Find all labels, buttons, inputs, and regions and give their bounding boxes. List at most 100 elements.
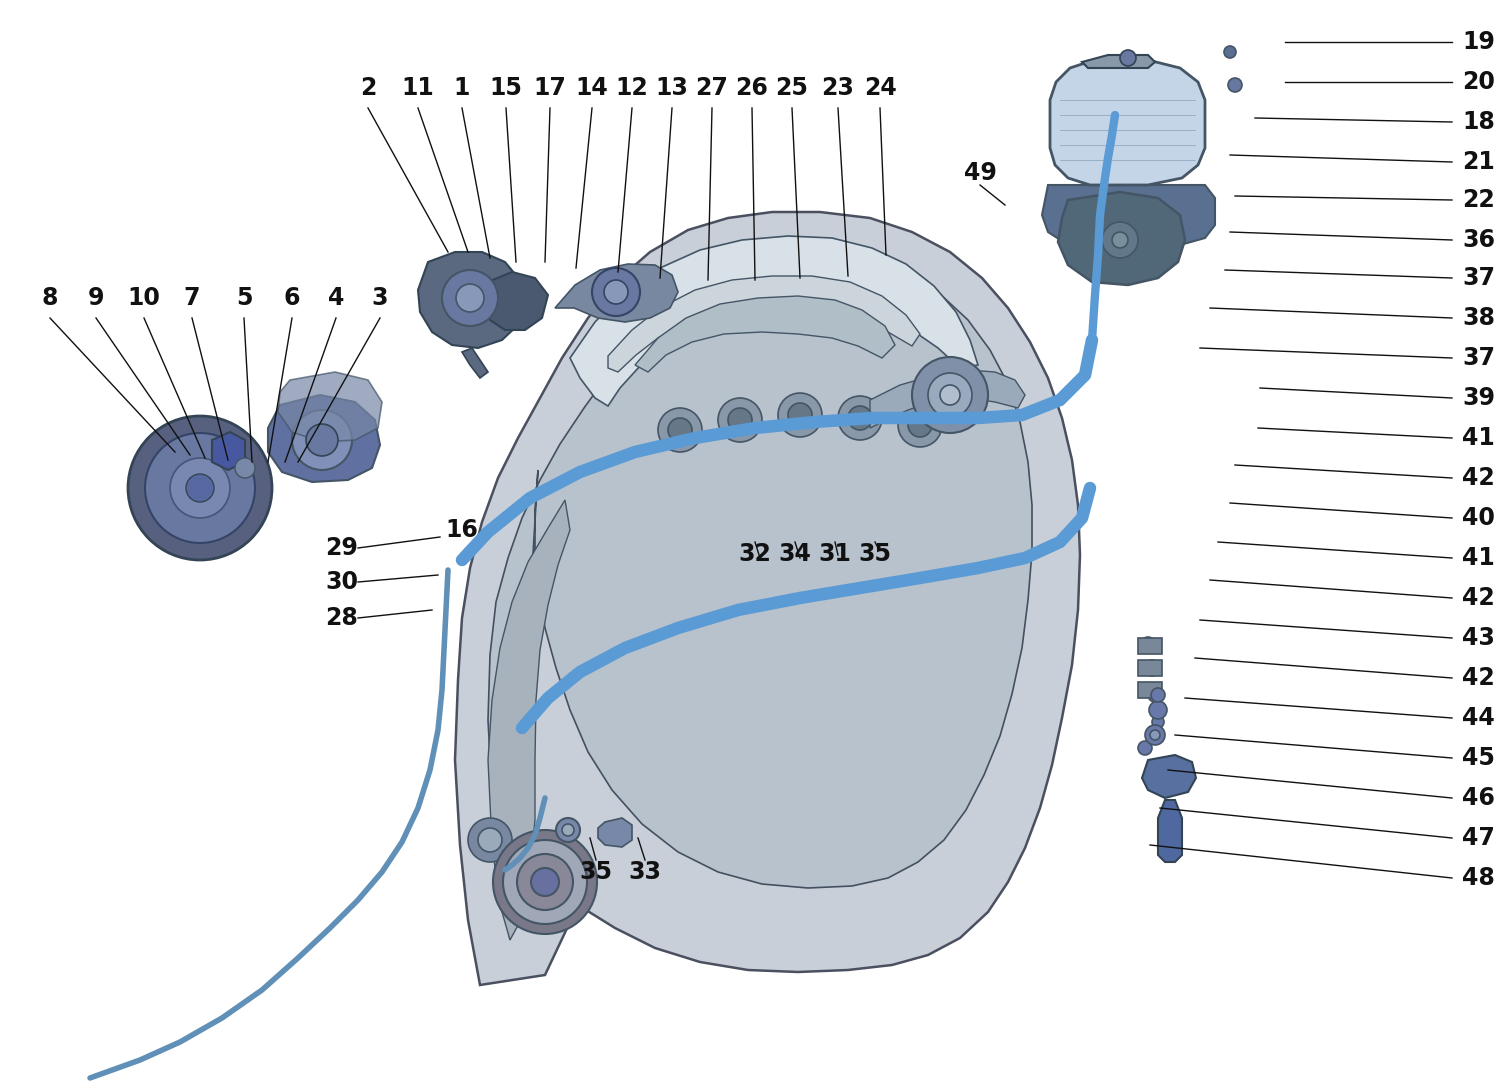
Circle shape bbox=[728, 408, 752, 432]
Circle shape bbox=[518, 854, 573, 910]
Text: 10: 10 bbox=[128, 286, 160, 310]
Polygon shape bbox=[634, 296, 896, 372]
Text: 36: 36 bbox=[1462, 228, 1496, 252]
Circle shape bbox=[912, 357, 989, 433]
Polygon shape bbox=[268, 395, 380, 482]
Circle shape bbox=[146, 433, 255, 543]
Text: 24: 24 bbox=[864, 76, 897, 100]
Text: 31: 31 bbox=[819, 542, 852, 566]
Polygon shape bbox=[1138, 660, 1162, 676]
Text: 7: 7 bbox=[183, 286, 201, 310]
Text: 37: 37 bbox=[1462, 346, 1496, 370]
Circle shape bbox=[839, 396, 882, 440]
Text: 34: 34 bbox=[778, 542, 812, 566]
Circle shape bbox=[292, 409, 352, 470]
Circle shape bbox=[531, 868, 560, 896]
Polygon shape bbox=[1050, 60, 1205, 185]
Text: 44: 44 bbox=[1462, 706, 1494, 730]
Polygon shape bbox=[570, 236, 978, 406]
Circle shape bbox=[562, 824, 574, 836]
Text: 33: 33 bbox=[628, 860, 662, 884]
Text: 18: 18 bbox=[1462, 110, 1496, 134]
Text: 19: 19 bbox=[1462, 30, 1496, 54]
Text: 4: 4 bbox=[328, 286, 344, 310]
Polygon shape bbox=[1058, 192, 1185, 285]
Polygon shape bbox=[1042, 185, 1215, 248]
Polygon shape bbox=[211, 432, 244, 470]
Text: 23: 23 bbox=[822, 76, 855, 100]
Polygon shape bbox=[598, 818, 632, 847]
Circle shape bbox=[556, 818, 580, 842]
Text: 40: 40 bbox=[1462, 506, 1496, 530]
Text: 21: 21 bbox=[1462, 150, 1494, 174]
Text: 42: 42 bbox=[1462, 586, 1494, 610]
Circle shape bbox=[494, 830, 597, 934]
Circle shape bbox=[170, 458, 230, 518]
Circle shape bbox=[658, 408, 702, 452]
Circle shape bbox=[478, 828, 502, 852]
Text: 8: 8 bbox=[42, 286, 58, 310]
Text: 42: 42 bbox=[1462, 666, 1494, 690]
Circle shape bbox=[186, 474, 214, 502]
Text: 48: 48 bbox=[1462, 866, 1496, 890]
Polygon shape bbox=[419, 252, 525, 348]
Circle shape bbox=[1150, 688, 1166, 702]
Polygon shape bbox=[488, 500, 570, 940]
Circle shape bbox=[1148, 688, 1162, 702]
Polygon shape bbox=[488, 258, 1032, 940]
Text: 3: 3 bbox=[372, 286, 388, 310]
Circle shape bbox=[788, 403, 812, 427]
Circle shape bbox=[456, 284, 484, 313]
Circle shape bbox=[1224, 46, 1236, 58]
Polygon shape bbox=[1138, 638, 1162, 654]
Circle shape bbox=[468, 818, 512, 862]
Text: 22: 22 bbox=[1462, 188, 1494, 212]
Text: 49: 49 bbox=[963, 161, 996, 185]
Circle shape bbox=[847, 406, 871, 430]
Text: 25: 25 bbox=[776, 76, 808, 100]
Polygon shape bbox=[1138, 682, 1162, 698]
Circle shape bbox=[1138, 741, 1152, 755]
Text: 15: 15 bbox=[489, 76, 522, 100]
Polygon shape bbox=[608, 276, 920, 372]
Circle shape bbox=[1152, 715, 1164, 729]
Text: 2: 2 bbox=[360, 76, 376, 100]
Circle shape bbox=[592, 268, 640, 316]
Circle shape bbox=[1102, 222, 1138, 258]
Polygon shape bbox=[1158, 800, 1182, 862]
Circle shape bbox=[940, 386, 960, 405]
Circle shape bbox=[1144, 660, 1160, 676]
Text: 41: 41 bbox=[1462, 426, 1494, 450]
Circle shape bbox=[503, 840, 586, 923]
Text: 37: 37 bbox=[1462, 266, 1496, 290]
Text: 43: 43 bbox=[1462, 626, 1496, 650]
Circle shape bbox=[306, 424, 338, 456]
Polygon shape bbox=[482, 272, 548, 330]
Text: 20: 20 bbox=[1462, 70, 1496, 94]
Circle shape bbox=[1150, 730, 1160, 741]
Text: 26: 26 bbox=[735, 76, 768, 100]
Circle shape bbox=[442, 270, 498, 326]
Text: 47: 47 bbox=[1462, 825, 1496, 851]
Circle shape bbox=[236, 458, 255, 478]
Circle shape bbox=[1112, 232, 1128, 248]
Circle shape bbox=[1228, 78, 1242, 91]
Circle shape bbox=[128, 416, 272, 560]
Circle shape bbox=[668, 418, 692, 442]
Text: 35: 35 bbox=[858, 542, 891, 566]
Circle shape bbox=[604, 280, 628, 304]
Polygon shape bbox=[1082, 56, 1155, 68]
Text: 27: 27 bbox=[696, 76, 729, 100]
Text: 12: 12 bbox=[615, 76, 648, 100]
Text: 29: 29 bbox=[326, 536, 358, 560]
Text: 6: 6 bbox=[284, 286, 300, 310]
Text: 42: 42 bbox=[1462, 466, 1494, 490]
Circle shape bbox=[718, 397, 762, 442]
Text: 13: 13 bbox=[656, 76, 688, 100]
Text: 32: 32 bbox=[738, 542, 771, 566]
Text: 38: 38 bbox=[1462, 306, 1496, 330]
Text: 39: 39 bbox=[1462, 386, 1496, 409]
Text: 41: 41 bbox=[1462, 546, 1494, 570]
Text: 11: 11 bbox=[402, 76, 435, 100]
Polygon shape bbox=[454, 212, 1080, 984]
